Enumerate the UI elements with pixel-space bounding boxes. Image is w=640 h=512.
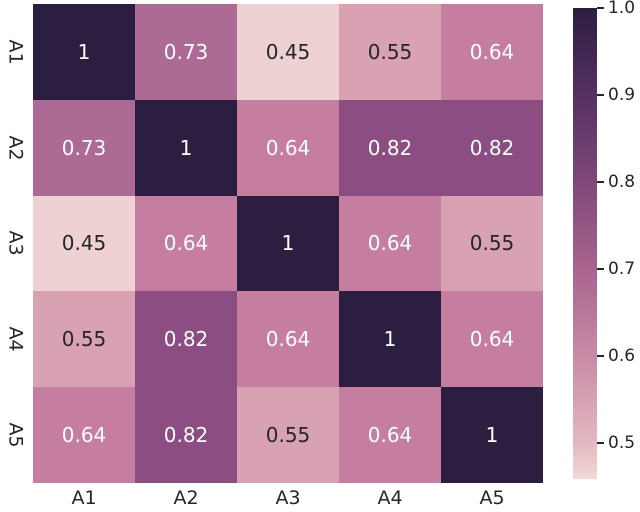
heatmap-cell-A5-A5: 1 <box>441 387 543 483</box>
heatmap: 1 0.73 0.45 0.55 0.64 0.73 1 0.64 0.82 0.82 0.45 0.… <box>33 4 543 483</box>
heatmap-cell-A5-A3: 0.55 <box>237 387 339 483</box>
heatmap-cell-A2-A5: 0.82 <box>441 99 543 196</box>
heatmap-cell-A2-A3: 0.64 <box>237 99 339 196</box>
x-tick-label-A3: A3 <box>275 487 301 509</box>
heatmap-cell-A4-A2: 0.82 <box>135 291 237 388</box>
heatmap-cell-A2-A4: 0.82 <box>339 99 441 196</box>
colorbar-tick-mark <box>597 181 604 183</box>
colorbar-tick-mark <box>597 94 604 96</box>
y-tick-label-A2: A2 <box>2 100 30 196</box>
colorbar-tick-label: 0.7 <box>608 259 636 279</box>
x-tick-label-A5: A5 <box>479 487 505 509</box>
heatmap-cell-A5-A4: 0.64 <box>339 387 441 483</box>
heatmap-cell-A4-A4: 1 <box>339 291 441 388</box>
colorbar-tick-label: 0.9 <box>608 85 636 105</box>
x-tick-label-A4: A4 <box>377 487 403 509</box>
heatmap-cell-A5-A1: 0.64 <box>33 387 135 483</box>
colorbar-tick-label: 1.0 <box>608 0 636 18</box>
heatmap-cell-A2-A2: 1 <box>135 99 237 196</box>
y-tick-label-A5: A5 <box>2 387 30 483</box>
y-tick-label-text: A5 <box>5 422 27 448</box>
heatmap-cell-A1-A5: 0.64 <box>441 4 543 100</box>
y-tick-label-A1: A1 <box>2 4 30 100</box>
y-tick-label-text: A1 <box>5 39 27 65</box>
colorbar-tick-label: 0.8 <box>608 172 636 192</box>
y-tick-label-text: A4 <box>5 326 27 352</box>
heatmap-cell-A2-A1: 0.73 <box>33 99 135 196</box>
heatmap-cell-A3-A1: 0.45 <box>33 195 135 292</box>
colorbar-tick-label: 0.6 <box>608 346 636 366</box>
heatmap-cell-A1-A2: 0.73 <box>135 4 237 100</box>
heatmap-cell-A1-A3: 0.45 <box>237 4 339 100</box>
colorbar-tick-mark <box>597 268 604 270</box>
y-tick-label-text: A3 <box>5 230 27 257</box>
heatmap-cell-A3-A3: 1 <box>237 195 339 292</box>
heatmap-cell-A4-A3: 0.64 <box>237 291 339 388</box>
heatmap-cell-A3-A4: 0.64 <box>339 195 441 292</box>
heatmap-cell-A4-A5: 0.64 <box>441 291 543 388</box>
colorbar-tick-mark <box>597 7 604 9</box>
colorbar-tick-mark <box>597 442 604 444</box>
heatmap-cell-A1-A4: 0.55 <box>339 4 441 100</box>
heatmap-cell-A5-A2: 0.82 <box>135 387 237 483</box>
y-tick-label-text: A2 <box>5 135 27 161</box>
x-tick-label-A2: A2 <box>173 487 199 509</box>
colorbar-tick-mark <box>597 355 604 357</box>
x-tick-label-A1: A1 <box>71 487 97 509</box>
heatmap-cell-A4-A1: 0.55 <box>33 291 135 388</box>
y-tick-label-A3: A3 <box>2 196 30 292</box>
colorbar-gradient <box>573 8 597 479</box>
heatmap-cell-A1-A1: 1 <box>33 4 135 100</box>
heatmap-cell-A3-A2: 0.64 <box>135 195 237 292</box>
colorbar-tick-label: 0.5 <box>608 433 636 453</box>
y-tick-label-A4: A4 <box>2 291 30 387</box>
heatmap-cell-A3-A5: 0.55 <box>441 195 543 292</box>
